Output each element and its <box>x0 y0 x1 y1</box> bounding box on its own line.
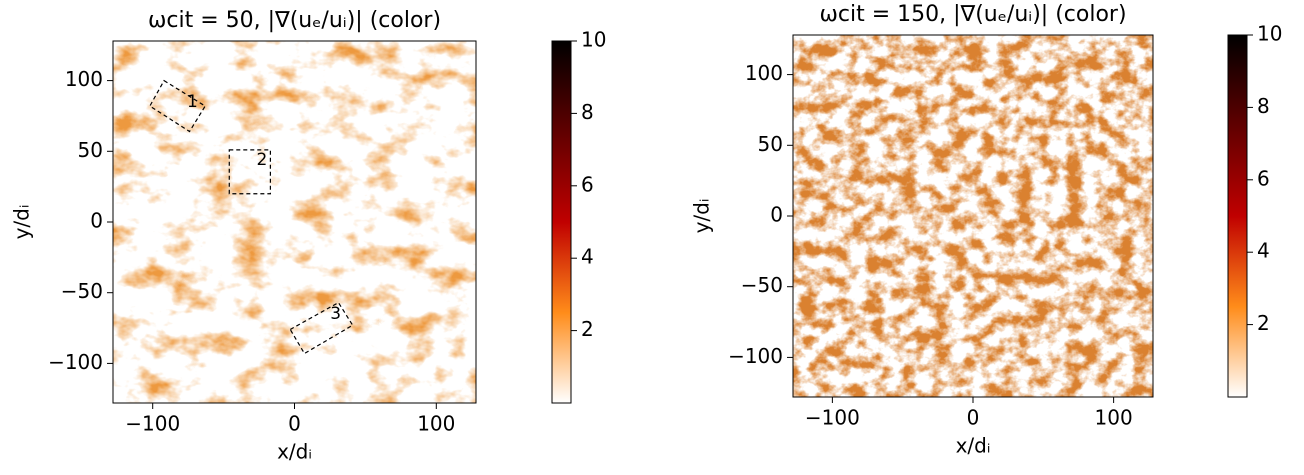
heatmap-texture <box>113 41 476 403</box>
y-axis-label: y/dᵢ <box>10 205 34 240</box>
x-axis-label: x/dᵢ <box>956 434 991 458</box>
x-tick-label: −100 <box>805 406 860 430</box>
y-tick-label: −100 <box>48 350 103 374</box>
x-tick-label: 0 <box>288 412 301 436</box>
chart-title: ωcit = 150, |∇(uₑ/uᵢ)| (color) <box>819 2 1126 27</box>
heatmap-texture <box>793 35 1153 397</box>
x-tick-label: 100 <box>1095 406 1133 430</box>
y-tick-label: −50 <box>61 279 103 303</box>
annotation-box <box>228 149 271 195</box>
y-tick-label: 100 <box>65 67 103 91</box>
colorbar-tick-label: 8 <box>1257 94 1270 118</box>
annotation-box <box>289 301 354 355</box>
colorbar-tick-label: 10 <box>1257 22 1282 46</box>
colorbar-tick-label: 8 <box>581 100 594 124</box>
colorbar-tick-label: 6 <box>581 172 594 196</box>
chart-title: ωcit = 50, |∇(uₑ/uᵢ)| (color) <box>148 8 441 33</box>
annotation-label: 2 <box>256 150 267 170</box>
y-axis-label: y/dᵢ <box>690 199 714 234</box>
colorbar-tick-label: 2 <box>581 317 594 341</box>
y-tick-label: 50 <box>758 132 783 156</box>
colorbar <box>1227 34 1248 398</box>
colorbar-tick-label: 4 <box>1257 239 1270 263</box>
x-axis-label: x/dᵢ <box>277 440 312 464</box>
annotation-label: 3 <box>330 304 341 324</box>
y-tick-label: −50 <box>741 273 783 297</box>
colorbar <box>551 40 572 404</box>
colorbar-tick-label: 6 <box>1257 166 1270 190</box>
x-tick-label: 100 <box>417 412 455 436</box>
annotation-label: 1 <box>187 92 198 112</box>
x-tick-label: −100 <box>125 412 180 436</box>
y-tick-label: 50 <box>78 138 103 162</box>
colorbar-tick-label: 2 <box>1257 311 1270 335</box>
y-tick-label: −100 <box>728 344 783 368</box>
y-tick-label: 0 <box>770 203 783 227</box>
x-tick-label: 0 <box>967 406 980 430</box>
colorbar-tick-label: 10 <box>581 28 606 52</box>
annotation-box <box>149 79 206 133</box>
y-tick-label: 100 <box>745 61 783 85</box>
colorbar-tick-label: 4 <box>581 245 594 269</box>
y-tick-label: 0 <box>90 209 103 233</box>
